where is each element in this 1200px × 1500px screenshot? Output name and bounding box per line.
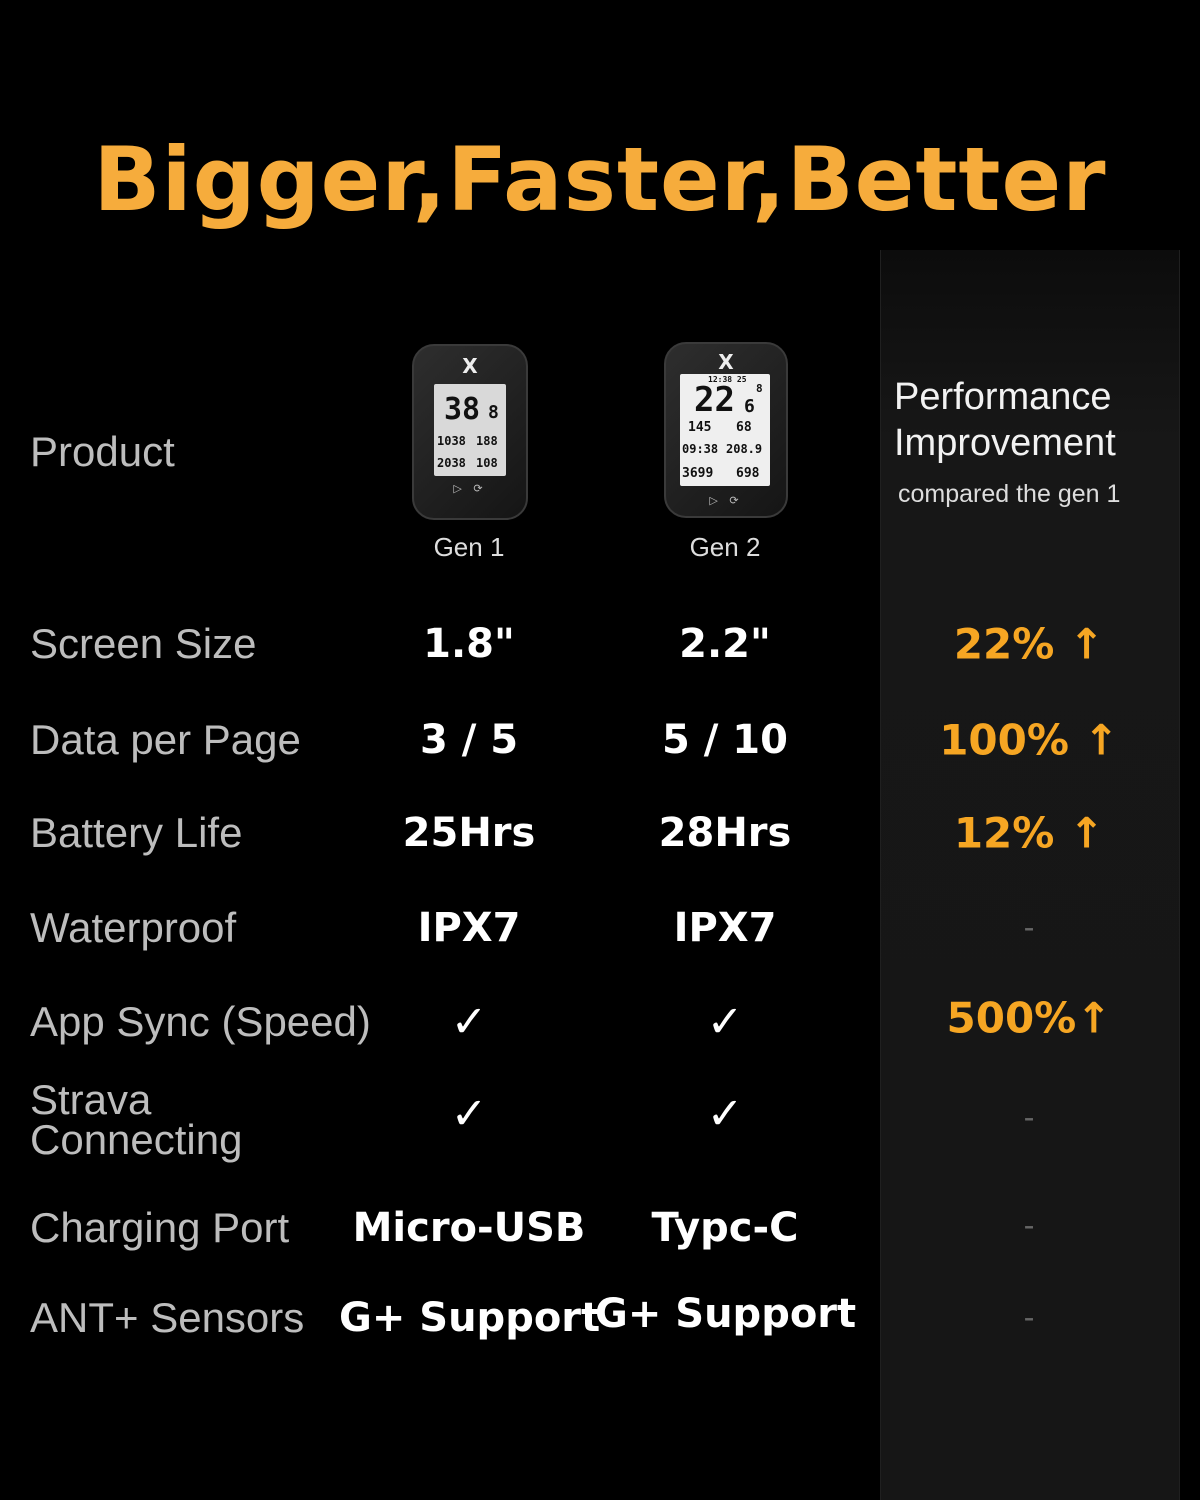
gen2-value: Typc-C: [651, 1205, 799, 1251]
gen2-value: 2.2": [679, 621, 771, 667]
gen1-check-icon: ✓: [450, 1088, 488, 1140]
gen1-value: 25Hrs: [402, 810, 536, 856]
improvement-value: 12% ↑: [953, 808, 1105, 858]
improvement-header: Performance Improvement: [894, 374, 1116, 466]
improvement-value: -: [1023, 910, 1035, 946]
improvement-value: 500%↑: [946, 993, 1112, 1043]
gen2-logo: X: [718, 350, 734, 374]
gen2-buttons: ▷ ⟳: [709, 494, 743, 507]
gen1-screen: 38 8 1038 188 2038 108: [434, 384, 506, 476]
gen2-screen: 12:38 25 22 6 8 145 68 09:38 208.9 3699 …: [680, 374, 770, 486]
gen1-label: Gen 1: [433, 532, 505, 562]
improvement-title-line1: Performance: [894, 376, 1112, 418]
row-label: Charging Port: [30, 1204, 290, 1251]
gen2-value: G+ Support: [595, 1291, 857, 1337]
gen1-check-icon: ✓: [450, 996, 488, 1048]
row-label: Waterproof: [30, 904, 237, 951]
gen2-value: 5 / 10: [662, 717, 788, 763]
row-label: Data per Page: [30, 716, 301, 763]
gen1-value: G+ Support: [339, 1295, 601, 1341]
improvement-title-line2: Improvement: [894, 422, 1116, 464]
improvement-value: -: [1023, 1208, 1035, 1244]
gen1-value: 3 / 5: [419, 717, 519, 763]
row-label: App Sync (Speed): [30, 998, 371, 1045]
improvement-value: -: [1023, 1300, 1035, 1336]
gen1-buttons: ▷ ⟳: [453, 482, 487, 495]
improvement-value: -: [1023, 1100, 1035, 1136]
page-title: Bigger,Faster,Better: [93, 128, 1107, 231]
gen2-label: Gen 2: [689, 532, 761, 562]
row-label: ANT+ Sensors: [30, 1294, 305, 1341]
gen1-value: 1.8": [423, 621, 515, 667]
gen2-value: IPX7: [673, 905, 777, 951]
improvement-subtitle: compared the gen 1: [898, 480, 1121, 508]
improvement-value: 100% ↑: [939, 715, 1119, 765]
gen2-check-icon: ✓: [706, 996, 744, 1048]
gen1-logo: X: [462, 354, 478, 378]
gen1-value: Micro-USB: [352, 1205, 586, 1251]
row-label: Battery Life: [30, 809, 243, 856]
gen1-device-image: X 38 8 1038 188 2038 108 ▷ ⟳: [412, 344, 528, 520]
improvement-value: 22% ↑: [953, 619, 1105, 669]
row-label: Strava Connecting: [30, 1076, 243, 1163]
improvement-column-panel: [880, 250, 1180, 1500]
gen2-device-image: X 12:38 25 22 6 8 145 68 09:38 208.9 369…: [664, 342, 788, 518]
gen2-value: 28Hrs: [658, 810, 792, 856]
gen2-check-icon: ✓: [706, 1088, 744, 1140]
gen1-value: IPX7: [417, 905, 521, 951]
row-label: Screen Size: [30, 620, 257, 667]
product-row-label: Product: [30, 428, 175, 475]
